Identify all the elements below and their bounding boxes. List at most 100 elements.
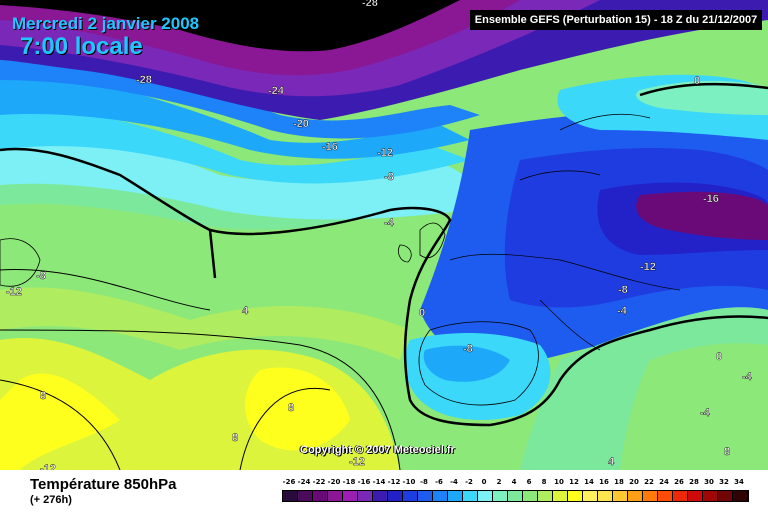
europe-purple bbox=[636, 191, 768, 240]
legend-swatch bbox=[583, 491, 598, 501]
legend-label: -12 bbox=[387, 478, 401, 486]
isotherm-label: -12 bbox=[349, 456, 365, 468]
isotherm-label: -12 bbox=[40, 463, 56, 470]
legend-label: 10 bbox=[554, 478, 564, 486]
legend-label: 2 bbox=[496, 478, 502, 486]
isotherm-label: 8 bbox=[724, 446, 730, 458]
isotherm-zero-west bbox=[0, 147, 211, 232]
legend-swatch bbox=[688, 491, 703, 501]
legend-swatch bbox=[643, 491, 658, 501]
legend-swatch bbox=[388, 491, 403, 501]
isotherm-zero-ne bbox=[639, 82, 768, 97]
forecast-date: Mercredi 2 janvier 2008 bbox=[12, 14, 200, 33]
legend-label: 14 bbox=[584, 478, 594, 486]
isotherm-label: 0 bbox=[694, 75, 700, 87]
legend-label: 32 bbox=[719, 478, 729, 486]
legend-swatch bbox=[568, 491, 583, 501]
legend-label: 30 bbox=[704, 478, 714, 486]
isotherm-label: -4 bbox=[742, 371, 753, 383]
iberia-outline bbox=[418, 321, 539, 406]
band-yellow-core bbox=[0, 373, 120, 470]
legend-label: 28 bbox=[689, 478, 699, 486]
legend-swatch bbox=[733, 491, 748, 501]
legend-swatch bbox=[673, 491, 688, 501]
legend-swatch bbox=[703, 491, 718, 501]
legend-label: 34 bbox=[734, 478, 744, 486]
isotherm-label: 8 bbox=[40, 390, 46, 402]
legend-swatch bbox=[328, 491, 343, 501]
ne-green bbox=[636, 80, 768, 115]
map-labels: -28 -28 -24 -20 -16 -12 -8 -4 0 -16 -12 -8 -4 0 -8 -4 0 -… bbox=[6, 0, 753, 470]
legend-swatch bbox=[613, 491, 628, 501]
legend-swatch bbox=[718, 491, 733, 501]
isotherm-label: 4 bbox=[242, 305, 249, 317]
legend-swatch bbox=[313, 491, 328, 501]
legend-swatch bbox=[658, 491, 673, 501]
isotherm-label: -8 bbox=[618, 284, 628, 296]
isotherm-label: -8 bbox=[384, 171, 394, 183]
legend-swatch bbox=[373, 491, 388, 501]
band-yellow-core-2 bbox=[245, 367, 350, 451]
parameter-title: Température 850hPa bbox=[30, 476, 177, 493]
band-black bbox=[0, 0, 460, 52]
isotherm-label: 8 bbox=[288, 402, 294, 414]
legend-label: -16 bbox=[357, 478, 371, 486]
isotherm-label: 8 bbox=[232, 432, 238, 444]
isotherm-zero bbox=[208, 206, 768, 427]
isotherm-label: -12 bbox=[377, 147, 393, 159]
legend-swatch bbox=[448, 491, 463, 501]
legend-label: 4 bbox=[511, 478, 517, 486]
legend-label: -6 bbox=[435, 478, 443, 486]
isotherm-label: -8 bbox=[36, 270, 46, 282]
british-isles-outline bbox=[398, 222, 446, 263]
legend-swatch bbox=[463, 491, 478, 501]
forecast-time: 7:00 locale bbox=[20, 33, 143, 60]
legend-label: -24 bbox=[297, 478, 311, 486]
legend-label: 18 bbox=[614, 478, 624, 486]
isotherm-label: -28 bbox=[362, 0, 378, 9]
isotherm-label: -16 bbox=[703, 193, 719, 205]
legend-label: 8 bbox=[541, 478, 547, 486]
legend-label: 16 bbox=[599, 478, 609, 486]
legend-swatch bbox=[343, 491, 358, 501]
isotherm-label: -12 bbox=[640, 261, 656, 273]
model-run-label: Ensemble GEFS (Perturbation 15) - 18 Z d… bbox=[470, 10, 762, 30]
legend-label: 22 bbox=[644, 478, 654, 486]
legend-label: -10 bbox=[402, 478, 416, 486]
legend-swatch bbox=[523, 491, 538, 501]
isotherm-label: 0 bbox=[419, 307, 425, 319]
contour bbox=[239, 388, 331, 470]
legend-color-bar bbox=[282, 490, 749, 502]
legend-label: -20 bbox=[327, 478, 341, 486]
legend-swatch bbox=[478, 491, 493, 501]
band-blue-light bbox=[0, 60, 470, 159]
temperature-map: -28 -28 -24 -20 -16 -12 -8 -4 0 -16 -12 -8 -4 0 -8 -4 0 -… bbox=[0, 0, 768, 470]
isotherm-label: 4 bbox=[608, 456, 615, 468]
contour bbox=[0, 379, 121, 470]
legend-swatch bbox=[493, 491, 508, 501]
legend-swatch bbox=[283, 491, 298, 501]
legend-label: 24 bbox=[659, 478, 669, 486]
forecast-horizon: (+ 276h) bbox=[30, 494, 72, 506]
legend-label: 0 bbox=[481, 478, 487, 486]
legend-label: 12 bbox=[569, 478, 579, 486]
legend-label: -26 bbox=[282, 478, 296, 486]
legend-swatch bbox=[358, 491, 373, 501]
legend-label: -2 bbox=[465, 478, 473, 486]
isotherm-label: -4 bbox=[617, 305, 628, 317]
legend-swatch bbox=[628, 491, 643, 501]
legend-label: -18 bbox=[342, 478, 356, 486]
legend-label: -22 bbox=[312, 478, 326, 486]
legend-label: -14 bbox=[372, 478, 386, 486]
contour bbox=[0, 269, 211, 311]
isotherm-label: -28 bbox=[136, 74, 152, 86]
legend-label: 26 bbox=[674, 478, 684, 486]
iberia-blue bbox=[423, 345, 510, 382]
legend-swatch bbox=[538, 491, 553, 501]
legend-swatch bbox=[553, 491, 568, 501]
contour bbox=[0, 329, 401, 470]
isotherm-label: -20 bbox=[293, 118, 309, 130]
legend-swatch bbox=[598, 491, 613, 501]
legend-label: -8 bbox=[420, 478, 428, 486]
newfoundland-outline bbox=[0, 238, 41, 287]
